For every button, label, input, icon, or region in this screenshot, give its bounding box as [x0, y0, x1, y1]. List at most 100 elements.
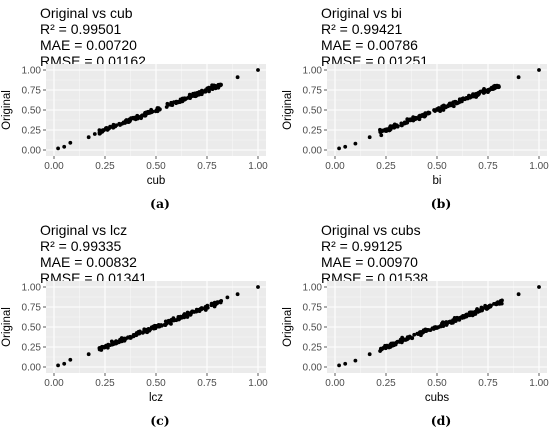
y-tick-label: 1.00 — [22, 283, 42, 294]
scatter-point — [86, 135, 91, 140]
scatter-point — [56, 363, 60, 368]
scatter-point — [337, 363, 341, 368]
stat-line: R² = 0.99125 — [321, 238, 403, 254]
scatter-point — [112, 124, 116, 129]
scatter-point — [256, 285, 260, 289]
scatter-point — [235, 292, 240, 297]
y-tick-label: 0.75 — [22, 303, 42, 314]
x-axis-title: cubs — [425, 392, 450, 404]
scatter-point — [183, 96, 188, 101]
chart-title: Original vs cub — [40, 5, 133, 21]
scatter-point — [218, 300, 223, 305]
scatter-point — [400, 338, 405, 343]
scatter-point — [147, 110, 152, 115]
scatter-point — [499, 301, 504, 306]
y-tick-label: 0.25 — [303, 126, 323, 137]
scatter-point — [457, 97, 462, 102]
x-tick-label: 0.00 — [44, 161, 64, 172]
scatter-point — [393, 342, 398, 347]
scatter-point — [100, 344, 105, 349]
scatter-point — [496, 85, 501, 90]
scatter-point — [185, 312, 189, 317]
scatter-point — [475, 308, 479, 313]
scatter-point — [98, 131, 102, 136]
scatter-point — [99, 348, 104, 352]
y-tick-label: 1.00 — [22, 66, 42, 77]
scatter-point — [256, 68, 260, 72]
scatter-point — [155, 107, 160, 112]
y-tick-label: 1.00 — [303, 283, 323, 294]
scatter-point — [172, 318, 177, 322]
x-axis-title: lcz — [149, 392, 163, 404]
scatter-point — [489, 303, 493, 308]
y-tick-label: 0.00 — [303, 146, 323, 157]
scatter-point — [207, 89, 211, 94]
y-tick-label: 0.75 — [303, 303, 323, 314]
scatter-point — [404, 337, 409, 342]
panel-caption: (a) — [150, 196, 170, 211]
scatter-point — [179, 315, 184, 320]
chart-title: Original vs cubs — [321, 222, 421, 238]
scatter-point — [435, 107, 439, 112]
scatter-point — [378, 346, 383, 351]
scatter-point — [166, 102, 171, 107]
scatter-point — [449, 320, 454, 325]
scatter-point — [56, 146, 60, 151]
scatter-point — [516, 292, 521, 297]
scatter-point — [128, 336, 133, 340]
y-tick-label: 0.25 — [22, 343, 42, 354]
y-tick-label: 0.25 — [22, 126, 42, 137]
y-axis-title: Original — [282, 90, 294, 130]
scatter-point — [178, 97, 183, 102]
scatter-point — [122, 336, 127, 341]
scatter-point — [199, 306, 204, 310]
scatter-point — [379, 133, 384, 138]
scatter-point — [109, 339, 114, 344]
x-tick-label: 0.25 — [95, 161, 115, 172]
scatter-point — [174, 101, 178, 105]
scatter-point — [388, 124, 393, 129]
scatter-point — [455, 316, 460, 321]
scatter-point — [378, 130, 383, 135]
scatter-points — [56, 285, 260, 368]
scatter-point — [407, 117, 412, 122]
scatter-point — [353, 141, 358, 146]
scatter-point — [92, 132, 97, 136]
scatter-point — [430, 326, 435, 331]
x-tick-label: 0.75 — [478, 378, 498, 389]
y-axis-title: Original — [1, 90, 13, 130]
stat-line: MAE = 0.00832 — [40, 254, 137, 270]
x-axis-title: cub — [147, 175, 166, 187]
scatter-point — [383, 345, 387, 350]
x-tick-label: 1.00 — [248, 161, 268, 172]
scatter-point — [210, 83, 214, 88]
scatter-point — [86, 352, 91, 357]
scatter-points — [337, 68, 541, 151]
scatter-point — [537, 68, 541, 72]
scatter-points — [337, 285, 541, 368]
scatter-point — [193, 94, 198, 99]
scatter-point — [62, 361, 67, 366]
y-tick-label: 0.00 — [22, 146, 42, 157]
scatter-point — [440, 322, 444, 327]
scatter-point — [451, 100, 456, 105]
y-tick-label: 0.75 — [22, 86, 42, 97]
panel-caption: (c) — [150, 413, 169, 427]
y-tick-label: 0.50 — [22, 323, 42, 334]
scatter-point — [197, 309, 202, 314]
scatter-point — [479, 305, 484, 310]
scatter-point — [471, 312, 476, 317]
scatter-point — [464, 312, 469, 317]
scatter-point — [149, 325, 154, 330]
stat-line: MAE = 0.00970 — [321, 254, 418, 270]
scatter-point — [455, 100, 460, 105]
scatter-point — [435, 325, 440, 330]
x-tick-label: 0.00 — [325, 161, 345, 172]
x-tick-label: 0.00 — [44, 378, 64, 389]
scatter-point — [337, 146, 341, 151]
scatter-point — [395, 124, 400, 129]
